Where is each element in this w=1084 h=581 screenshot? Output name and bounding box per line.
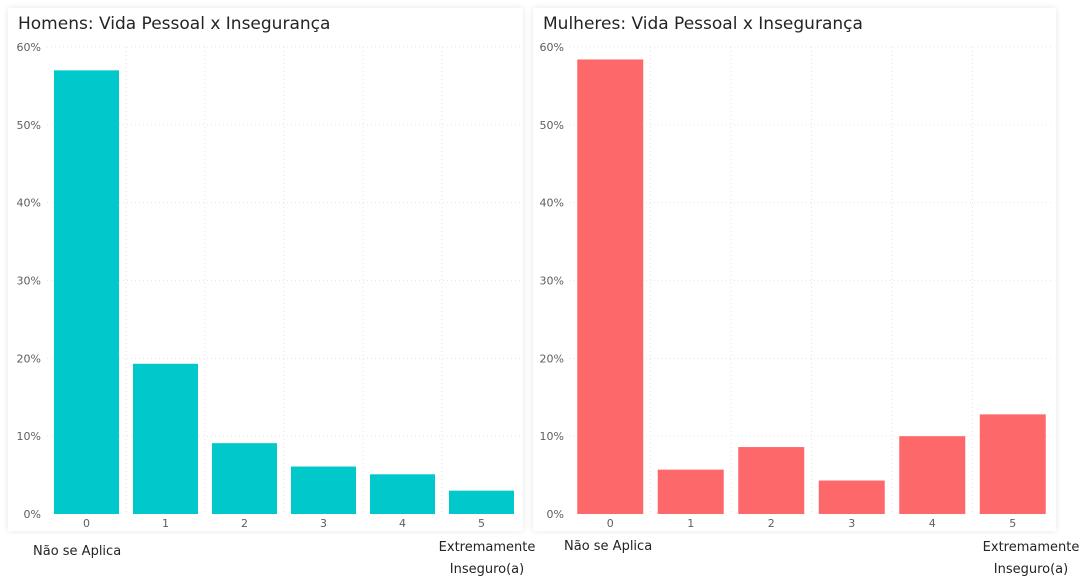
- bar-5[interactable]: [449, 490, 514, 514]
- bar-chart-homens: 0% 10% 20% 30% 40% 50% 60% 0 1 2 3 4 5: [17, 41, 521, 530]
- bar-3[interactable]: [818, 480, 885, 514]
- bar-chart-mulheres: 0% 10% 20% 30% 40% 50% 60% 0 1 2 3 4 5: [540, 41, 1053, 530]
- x-tick-label: 5: [478, 517, 485, 530]
- bar-1[interactable]: [133, 363, 198, 514]
- chart-panel-mulheres: Mulheres: Vida Pessoal x Insegurança 0% 1…: [533, 8, 1056, 531]
- chart-panel-homens: Homens: Vida Pessoal x Insegurança 0% 10%…: [8, 8, 523, 531]
- y-tick-label: 40%: [17, 197, 41, 210]
- x-tick-label: 5: [1009, 517, 1016, 530]
- y-tick-label: 0%: [24, 508, 41, 521]
- y-tick-label: 20%: [540, 352, 564, 365]
- y-tick-label: 30%: [540, 275, 564, 288]
- bar-4[interactable]: [370, 474, 435, 514]
- y-tick-label: 50%: [540, 119, 564, 132]
- bar-4[interactable]: [899, 436, 966, 514]
- y-tick-label: 10%: [540, 430, 564, 443]
- x-tick-label: 0: [607, 517, 614, 530]
- bar-2[interactable]: [738, 447, 805, 514]
- x-tick-label: 0: [83, 517, 90, 530]
- bar-5[interactable]: [979, 414, 1046, 514]
- bar-0[interactable]: [577, 59, 644, 514]
- y-tick-label: 60%: [17, 41, 41, 54]
- x-tick-label: 4: [399, 517, 406, 530]
- x-tick-label: 3: [848, 517, 855, 530]
- y-tick-label: 60%: [540, 41, 564, 54]
- x-tick-label: 1: [687, 517, 694, 530]
- chart-title: Mulheres: Vida Pessoal x Insegurança: [543, 14, 863, 34]
- x-tick-label: 1: [162, 517, 169, 530]
- x-tick-label: 2: [241, 517, 248, 530]
- chart-title: Homens: Vida Pessoal x Insegurança: [18, 14, 331, 34]
- annotation-high: Extremamente Inseguro(a): [982, 540, 1080, 577]
- annotation-low: Não se Aplica: [564, 539, 653, 554]
- bar-1[interactable]: [657, 469, 724, 514]
- bar-2[interactable]: [212, 443, 277, 514]
- y-tick-label: 40%: [540, 197, 564, 210]
- annotation-high: Extremamente Inseguro(a): [438, 540, 536, 577]
- bar-0[interactable]: [54, 70, 119, 514]
- bar-3[interactable]: [291, 466, 356, 514]
- y-tick-label: 30%: [17, 275, 41, 288]
- y-tick-label: 0%: [547, 508, 564, 521]
- x-tick-label: 2: [768, 517, 775, 530]
- annotation-low: Não se Aplica: [33, 544, 122, 559]
- x-tick-label: 3: [320, 517, 327, 530]
- y-tick-label: 10%: [17, 430, 41, 443]
- y-tick-label: 50%: [17, 119, 41, 132]
- y-tick-label: 20%: [17, 352, 41, 365]
- x-tick-label: 4: [929, 517, 936, 530]
